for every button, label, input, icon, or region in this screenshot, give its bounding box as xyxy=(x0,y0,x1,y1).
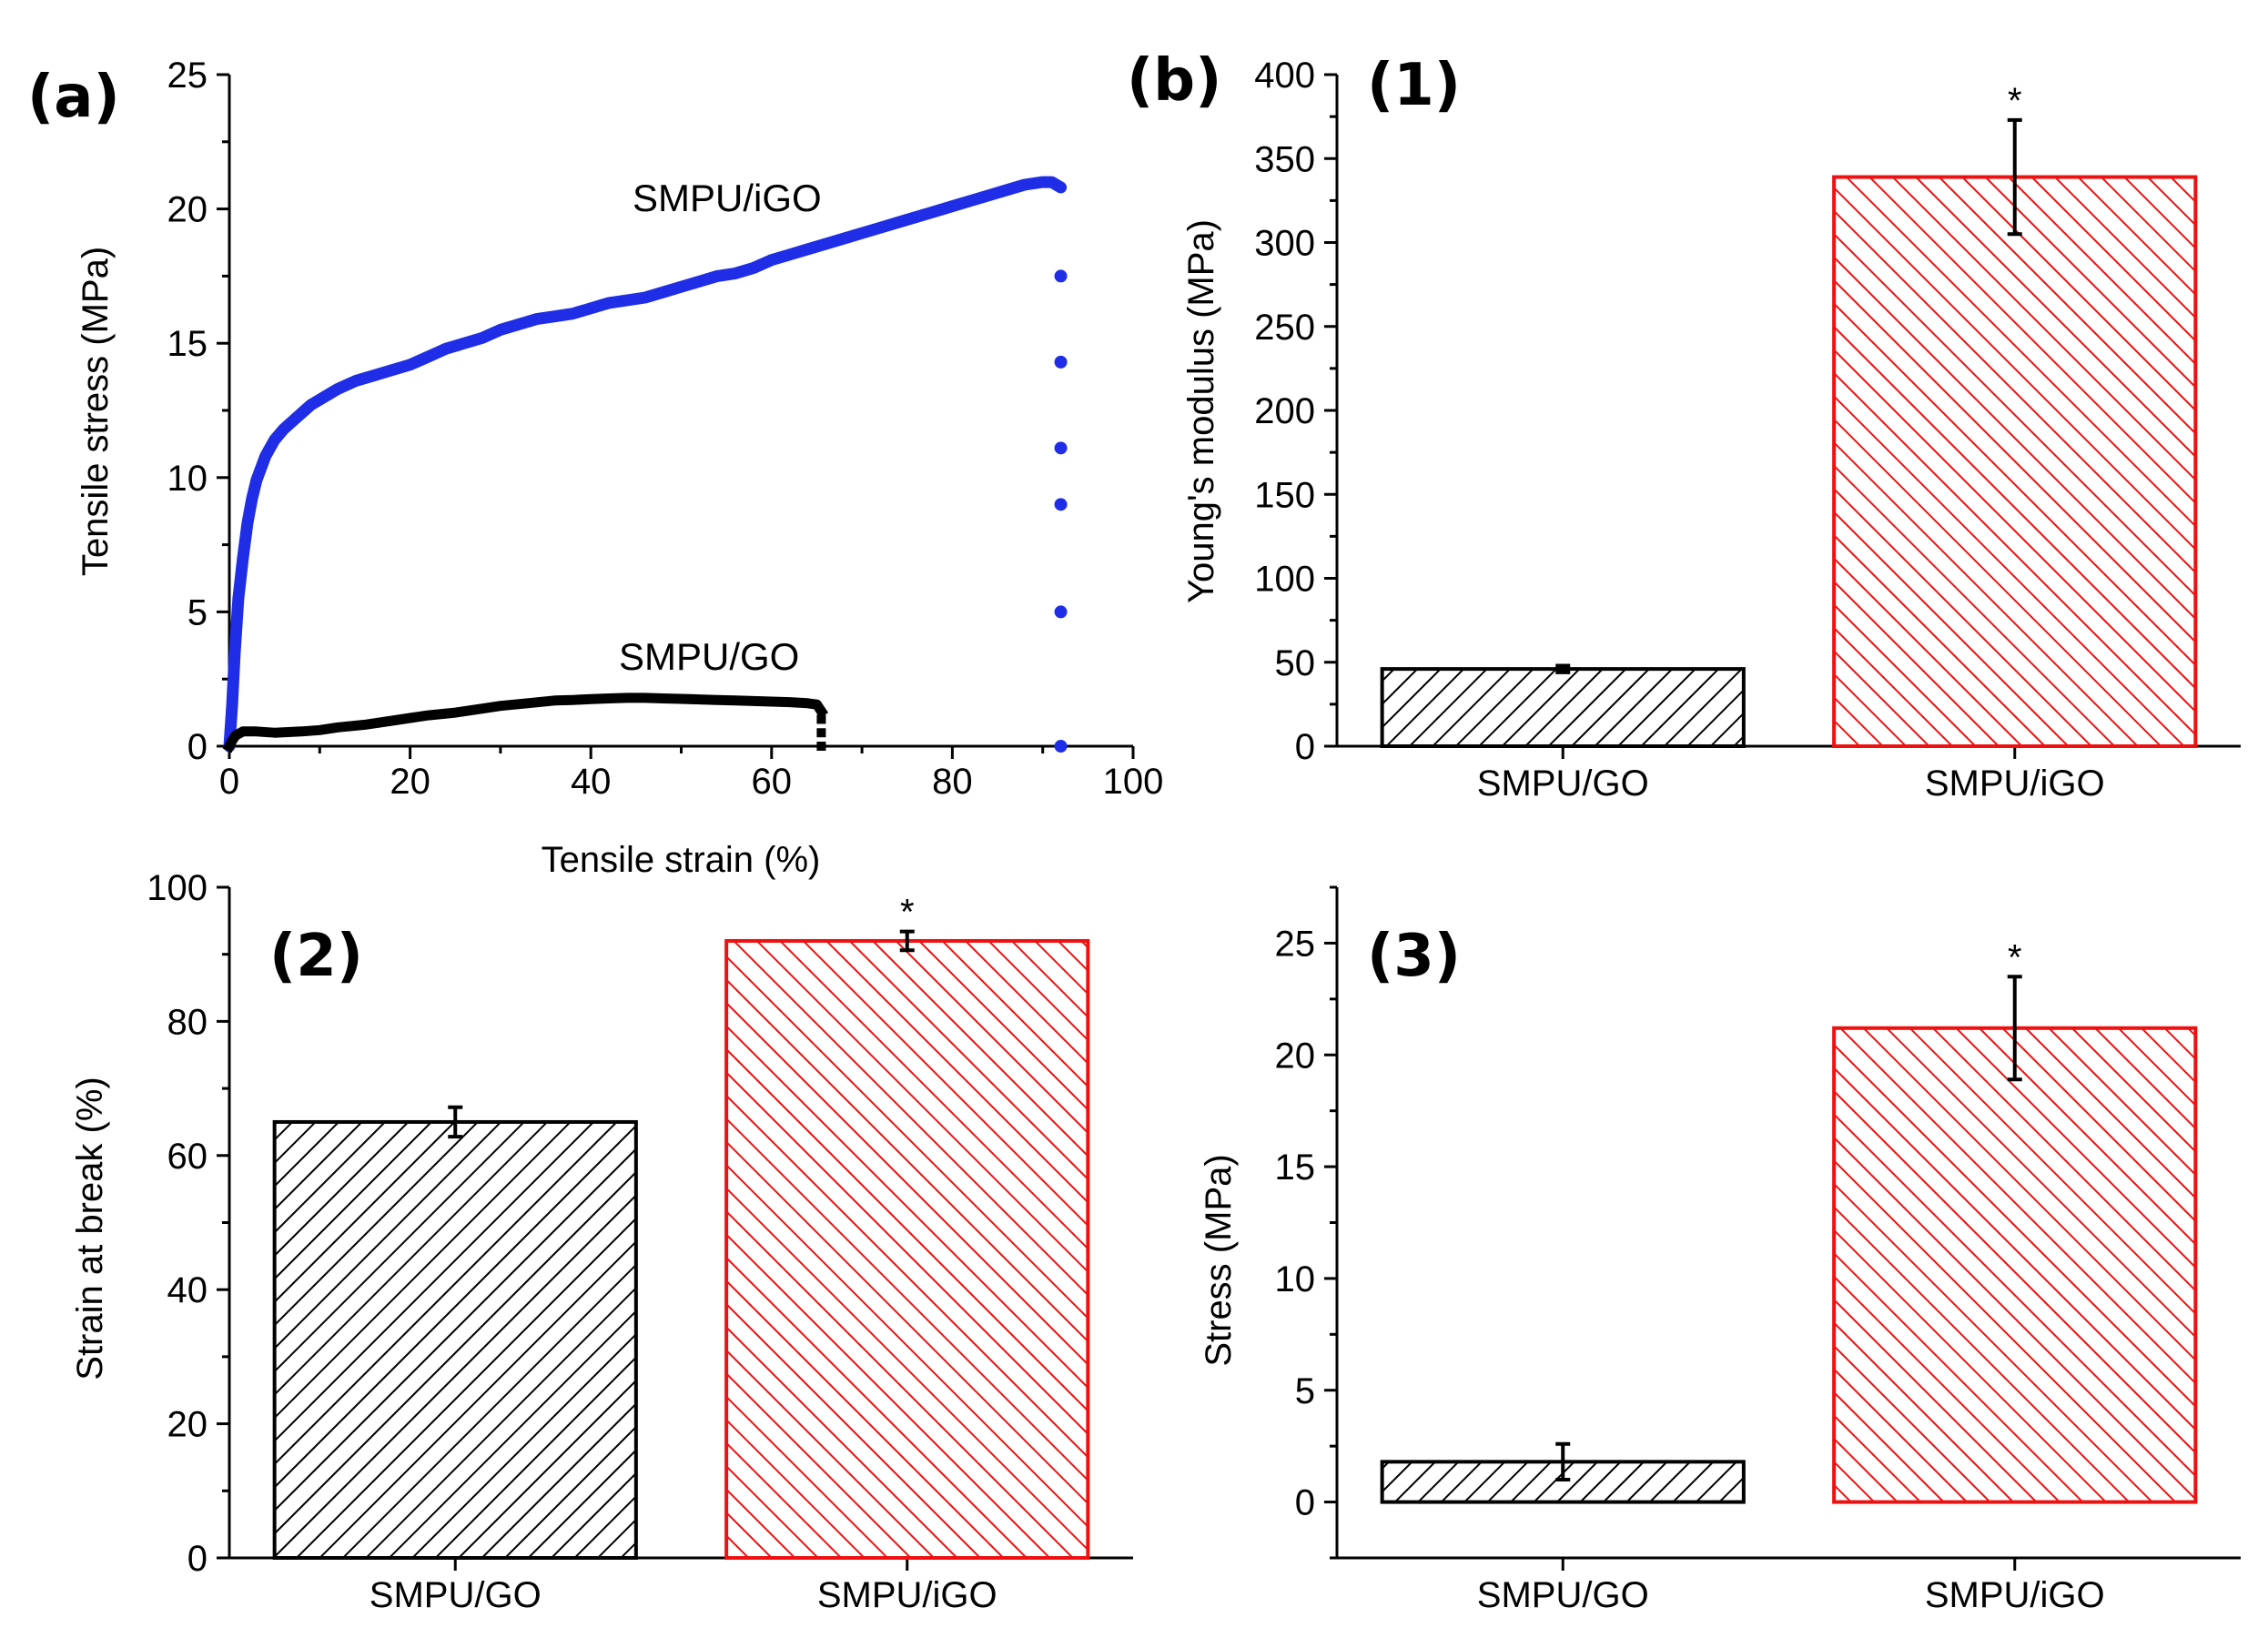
bar-smpu-igo xyxy=(1832,175,2198,749)
y-tick-label: 25 xyxy=(1275,924,1316,964)
y-tick-label: 15 xyxy=(167,324,208,364)
x-tick-label: 60 xyxy=(752,762,793,802)
y-tick-label: 20 xyxy=(167,1405,208,1445)
data-point-smpu-igo xyxy=(1054,355,1068,369)
significance-marker-smpu-igo: * xyxy=(900,893,915,933)
y-tick-label: 25 xyxy=(167,56,208,96)
x-tick-label: 20 xyxy=(390,762,430,802)
y-tick-label: 60 xyxy=(167,1137,208,1177)
y-tick-label: 250 xyxy=(1254,308,1315,348)
category-label-smpu-igo: SMPU/iGO xyxy=(1925,1575,2105,1615)
y-tick-label: 15 xyxy=(1275,1148,1316,1188)
panel-1-label: (1) xyxy=(1367,52,1461,119)
data-point-smpu-igo xyxy=(1054,269,1068,283)
y-tick-label: 80 xyxy=(167,1002,208,1042)
data-point-smpu-go xyxy=(816,742,826,751)
y-tick-label: 10 xyxy=(167,459,208,499)
panel-a-label: (a) xyxy=(27,64,120,131)
series-line-smpu-igo xyxy=(223,176,1068,753)
data-point-smpu-igo xyxy=(1054,605,1068,619)
y-tick-label: 5 xyxy=(187,592,208,632)
panel-2-strain-at-break: (2) 0 20 40 60 80 100 SMPU/GO SMPU/iGO * Strain… xyxy=(70,868,1133,1615)
panel-2-bars: * xyxy=(272,893,1090,1560)
y-tick-label: 10 xyxy=(1275,1259,1316,1299)
bar-smpu-go xyxy=(272,1119,638,1560)
panel-3-bars: * xyxy=(1380,937,2198,1504)
category-label-smpu-go: SMPU/GO xyxy=(370,1575,542,1615)
data-point-smpu-go xyxy=(816,714,826,724)
panel-2-axes: 0 20 40 60 80 100 SMPU/GO SMPU/iGO xyxy=(147,868,1133,1615)
series-label-smpu-igo: SMPU/iGO xyxy=(633,177,822,219)
y-tick-label: 0 xyxy=(1295,727,1315,767)
panel-1-y-axis-label: Young's modulus (MPa) xyxy=(1181,219,1221,603)
panel-a-series xyxy=(222,176,1068,753)
data-point-smpu-igo xyxy=(1054,740,1068,753)
x-tick-label: 80 xyxy=(932,762,973,802)
y-tick-label: 0 xyxy=(1295,1483,1315,1523)
y-tick-label: 200 xyxy=(1254,391,1315,431)
panel-3-stress: (3) 0 5 10 15 20 25 SMPU/GO SMPU/iGO * Stress (… xyxy=(1199,885,2241,1615)
y-tick-label: 350 xyxy=(1254,139,1315,179)
y-tick-label: 400 xyxy=(1254,56,1315,96)
y-tick-label: 100 xyxy=(147,868,208,908)
data-point-smpu-igo xyxy=(1054,441,1068,455)
panel-a-axes: 0 20 40 60 80 100 0 5 10 15 20 25 xyxy=(167,56,1164,802)
y-tick-label: 150 xyxy=(1254,475,1315,515)
significance-marker-smpu-igo: * xyxy=(2008,937,2022,977)
category-label-smpu-igo: SMPU/iGO xyxy=(1925,763,2105,804)
y-tick-label: 300 xyxy=(1254,224,1315,264)
y-tick-label: 20 xyxy=(1275,1036,1316,1076)
category-label-smpu-go: SMPU/GO xyxy=(1477,763,1649,804)
y-tick-label: 50 xyxy=(1275,643,1316,683)
panel-3-label: (3) xyxy=(1367,923,1461,990)
y-tick-label: 40 xyxy=(167,1270,208,1310)
panel-3-axes: 0 5 10 15 20 25 SMPU/GO SMPU/iGO xyxy=(1275,885,2241,1615)
bar-smpu-igo xyxy=(1832,1026,2198,1504)
panel-1-youngs-modulus: (1) 0 50 100 150 200 250 300 350 400 SMPU/GO SMPU/… xyxy=(1181,52,2241,804)
x-tick-label: 100 xyxy=(1103,762,1164,802)
series-line-smpu-go xyxy=(222,693,829,753)
panel-a-x-axis-label: Tensile strain (%) xyxy=(542,840,821,880)
bar-smpu-igo xyxy=(724,938,1090,1560)
y-tick-label: 0 xyxy=(187,1539,208,1579)
panel-1-bars: * xyxy=(1380,81,2198,749)
panel-a-y-axis-label: Tensile stress (MPa) xyxy=(76,247,116,576)
panel-b-label: (b) xyxy=(1127,47,1221,115)
bar-smpu-go xyxy=(1380,667,1746,749)
significance-marker-smpu-igo: * xyxy=(2008,81,2022,121)
data-point-smpu-go xyxy=(816,728,826,738)
y-tick-label: 100 xyxy=(1254,560,1315,600)
panel-a-tensile-curves: (a) 0 20 40 60 80 100 0 5 10 15 20 25 Tensile strai… xyxy=(27,56,1163,880)
data-point-smpu-igo xyxy=(1054,498,1068,511)
panel-3-y-axis-label: Stress (MPa) xyxy=(1199,1154,1239,1366)
y-tick-label: 0 xyxy=(187,727,208,767)
y-tick-label: 20 xyxy=(167,190,208,230)
panel-2-y-axis-label: Strain at break (%) xyxy=(70,1077,110,1380)
panel-2-label: (2) xyxy=(269,923,363,990)
category-label-smpu-igo: SMPU/iGO xyxy=(817,1575,997,1615)
x-tick-label: 0 xyxy=(219,762,239,802)
y-tick-label: 5 xyxy=(1295,1371,1315,1411)
series-label-smpu-go: SMPU/GO xyxy=(619,635,799,678)
x-tick-label: 40 xyxy=(571,762,612,802)
category-label-smpu-go: SMPU/GO xyxy=(1477,1575,1649,1615)
